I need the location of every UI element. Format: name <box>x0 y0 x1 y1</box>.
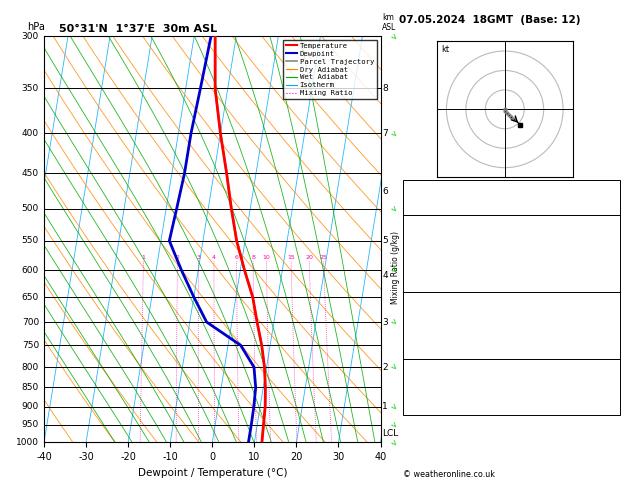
Text: 500: 500 <box>22 204 39 213</box>
Text: 0: 0 <box>611 280 616 290</box>
Text: 1: 1 <box>142 255 145 260</box>
Text: θₑ(K): θₑ(K) <box>406 249 428 258</box>
Text: 2: 2 <box>382 363 388 372</box>
Text: 600: 600 <box>22 265 39 275</box>
Text: 6: 6 <box>382 187 388 196</box>
Text: 1: 1 <box>382 402 388 411</box>
Text: 8: 8 <box>251 255 255 260</box>
Text: hPa: hPa <box>27 22 45 33</box>
Text: 950: 950 <box>22 420 39 430</box>
Text: 0: 0 <box>611 270 616 279</box>
Text: CIN (J): CIN (J) <box>406 280 435 290</box>
Text: 4: 4 <box>212 255 216 260</box>
Text: 303: 303 <box>599 249 616 258</box>
Text: 07.05.2024  18GMT  (Base: 12): 07.05.2024 18GMT (Base: 12) <box>399 15 581 25</box>
Text: 2: 2 <box>175 255 179 260</box>
Text: >: > <box>387 419 399 431</box>
Text: Mixing Ratio (g/kg): Mixing Ratio (g/kg) <box>391 231 399 304</box>
Text: Totals Totals: Totals Totals <box>406 193 460 202</box>
Text: K: K <box>406 182 412 191</box>
Text: CAPE (J): CAPE (J) <box>406 336 442 346</box>
Text: Most Unstable: Most Unstable <box>479 295 543 304</box>
Text: 5: 5 <box>611 326 616 335</box>
Text: 0: 0 <box>611 336 616 346</box>
Title: 50°31'N  1°37'E  30m ASL: 50°31'N 1°37'E 30m ASL <box>59 24 217 35</box>
Text: >: > <box>387 362 399 372</box>
Text: 800: 800 <box>22 363 39 372</box>
Text: SREH: SREH <box>406 382 431 391</box>
Text: km
ASL: km ASL <box>382 13 396 33</box>
Text: StmSpd (kt): StmSpd (kt) <box>406 403 460 412</box>
Text: 46: 46 <box>605 193 616 202</box>
Text: 1000: 1000 <box>16 438 39 447</box>
Text: 8.6: 8.6 <box>602 239 616 248</box>
Text: >: > <box>387 317 399 328</box>
Text: >: > <box>387 128 399 139</box>
Text: >: > <box>387 31 399 42</box>
Text: CAPE (J): CAPE (J) <box>406 270 442 279</box>
X-axis label: Dewpoint / Temperature (°C): Dewpoint / Temperature (°C) <box>138 468 287 478</box>
Text: >: > <box>387 265 399 276</box>
Text: PW (cm): PW (cm) <box>406 203 444 212</box>
Text: kt: kt <box>441 45 449 54</box>
Text: >: > <box>387 203 399 214</box>
Text: 0: 0 <box>611 347 616 356</box>
Text: 7: 7 <box>382 129 388 138</box>
Text: 350: 350 <box>22 84 39 93</box>
Text: 1.68: 1.68 <box>596 203 616 212</box>
Text: 20: 20 <box>305 255 313 260</box>
Text: 11.8: 11.8 <box>596 228 616 237</box>
Text: Hodograph: Hodograph <box>486 361 536 370</box>
Text: 303: 303 <box>599 315 616 325</box>
Text: 4: 4 <box>382 271 388 280</box>
Text: 8: 8 <box>382 84 388 93</box>
Text: 6: 6 <box>611 260 616 269</box>
Text: StmDir: StmDir <box>406 393 438 402</box>
Text: 750: 750 <box>22 341 39 350</box>
Text: 352°: 352° <box>595 393 616 402</box>
Text: 900: 900 <box>599 305 616 314</box>
Text: 650: 650 <box>22 293 39 301</box>
Text: LCL: LCL <box>382 429 399 438</box>
Text: 15: 15 <box>287 255 295 260</box>
Text: 3: 3 <box>382 317 388 327</box>
Text: 900: 900 <box>22 402 39 411</box>
Text: 10: 10 <box>605 403 616 412</box>
Text: 400: 400 <box>22 129 39 138</box>
Text: EH: EH <box>406 372 419 381</box>
Text: Dewp (°C): Dewp (°C) <box>406 239 453 248</box>
Text: Pressure (mb): Pressure (mb) <box>406 305 469 314</box>
Text: 850: 850 <box>22 383 39 392</box>
Text: © weatheronline.co.uk: © weatheronline.co.uk <box>403 469 494 479</box>
Text: 2: 2 <box>611 382 616 391</box>
Text: -22: -22 <box>602 372 616 381</box>
Text: 700: 700 <box>22 317 39 327</box>
Text: 20: 20 <box>605 182 616 191</box>
Text: Lifted Index: Lifted Index <box>406 260 460 269</box>
Text: 5: 5 <box>382 236 388 245</box>
Text: 300: 300 <box>22 32 39 41</box>
Text: 25: 25 <box>320 255 328 260</box>
Text: 10: 10 <box>262 255 270 260</box>
Text: Lifted Index: Lifted Index <box>406 326 460 335</box>
Text: Temp (°C): Temp (°C) <box>406 228 451 237</box>
Text: 3: 3 <box>196 255 201 260</box>
Text: θₑ (K): θₑ (K) <box>406 315 431 325</box>
Text: 6: 6 <box>235 255 238 260</box>
Text: >: > <box>387 401 399 412</box>
Text: CIN (J): CIN (J) <box>406 347 435 356</box>
Legend: Temperature, Dewpoint, Parcel Trajectory, Dry Adiabat, Wet Adiabat, Isotherm, Mi: Temperature, Dewpoint, Parcel Trajectory… <box>283 40 377 99</box>
Text: Surface: Surface <box>494 218 528 227</box>
Text: >: > <box>387 437 399 448</box>
Text: 550: 550 <box>22 236 39 245</box>
Text: 450: 450 <box>22 169 39 177</box>
